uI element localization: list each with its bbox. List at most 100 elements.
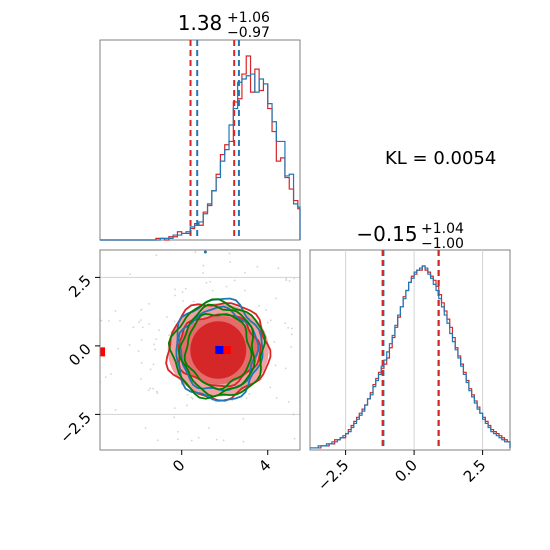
hist-y-tick-label: −2.5 — [314, 456, 352, 494]
scatter-point — [269, 319, 272, 322]
scatter-point — [305, 363, 307, 365]
hist-x-title-main: 1.38 — [178, 11, 223, 35]
scatter-point — [114, 309, 117, 312]
hist-x-red-series — [100, 55, 301, 241]
scatter-point — [293, 437, 296, 440]
scatter-point — [190, 396, 193, 399]
scatter-point — [173, 416, 176, 419]
scatter-point — [154, 348, 157, 351]
marker-red-square — [222, 346, 231, 354]
hist-y-red-series — [310, 265, 511, 449]
scatter-point — [149, 387, 152, 390]
scatter-point — [155, 254, 158, 257]
scatter-point — [243, 271, 246, 274]
scatter-point — [290, 346, 293, 348]
scatter-point — [229, 261, 232, 263]
scatter-point — [245, 397, 248, 400]
scatter-point — [117, 347, 120, 350]
scatter-point — [209, 280, 211, 283]
scatter-point — [330, 392, 332, 394]
scatter-point — [273, 340, 276, 343]
scatter-point — [144, 426, 147, 429]
scatter-point — [138, 321, 140, 324]
scatter-point — [245, 456, 247, 458]
scatter-point — [274, 364, 277, 367]
contour-line-blue — [175, 297, 264, 402]
scatter-point — [318, 299, 320, 301]
hist-y-title-sup: +1.04 — [421, 221, 464, 237]
scatter-point — [322, 344, 324, 346]
scatter-point — [285, 279, 288, 282]
scatter-point — [242, 417, 245, 420]
scatter-point — [152, 387, 154, 390]
scatter-point — [153, 343, 156, 346]
hist-x-title-sub: −0.97 — [227, 25, 270, 41]
scatter-point — [308, 423, 310, 425]
scatter-point — [242, 440, 245, 443]
scatter-point — [185, 404, 188, 407]
hist-y-title: −0.15 — [356, 222, 417, 246]
hist-x-frame — [99, 39, 301, 241]
scatter-point — [156, 392, 159, 395]
hist-y-blue-series — [310, 265, 511, 449]
scatter-point — [292, 413, 295, 416]
scatter-point — [231, 399, 234, 402]
scatter-point — [313, 313, 315, 315]
scatter-point — [174, 288, 176, 291]
scatter-point — [288, 280, 291, 282]
contour-line-green — [178, 303, 256, 398]
scatter-point — [208, 427, 210, 430]
scatter-point — [141, 326, 144, 329]
hist-x-blue-series — [100, 73, 301, 241]
scatter-point — [140, 308, 143, 311]
contour-y-tick-label: 0.0 — [65, 340, 95, 370]
hist-y-tick-label: 2.5 — [460, 456, 490, 486]
scatter-point — [147, 389, 150, 392]
scatter-point — [202, 264, 205, 267]
hist-x-title: 1.38 — [178, 11, 223, 35]
scatter-point — [165, 316, 168, 318]
scatter-point — [308, 333, 310, 335]
scatter-point — [266, 321, 269, 324]
scatter-point — [139, 319, 142, 322]
scatter-point — [177, 430, 179, 433]
scatter-point — [129, 273, 131, 276]
marker-red-edge — [100, 347, 106, 357]
contour-y-tick-label: −2.5 — [56, 408, 94, 446]
scatter-point — [97, 325, 99, 327]
scatter-point — [190, 439, 193, 442]
scatter-point — [285, 277, 287, 280]
scatter-point — [321, 287, 323, 289]
scatter-point — [191, 397, 194, 400]
contour-x-tick-label: 4 — [255, 456, 274, 475]
scatter-point — [233, 279, 236, 282]
contour-line-green — [183, 312, 253, 391]
scatter-point — [205, 281, 208, 284]
scatter-point — [226, 242, 228, 244]
hist-panel-y: −0.15 +1.04 −1.00 −2.5 0.0 2.5 — [309, 221, 511, 495]
scatter-point — [155, 390, 158, 393]
scatter-point — [287, 401, 290, 403]
scatter-point — [148, 302, 150, 305]
scatter-point — [214, 400, 217, 403]
kl-label: KL = 0.0054 — [385, 148, 496, 169]
scatter-point — [205, 237, 207, 239]
scatter-point — [104, 376, 107, 379]
scatter-point — [140, 378, 143, 380]
contour-x-tick-label: 0 — [169, 456, 188, 475]
scatter-point — [128, 344, 131, 346]
scatter-point — [152, 363, 155, 366]
contour-frame — [99, 249, 301, 451]
scatter-point — [100, 319, 103, 322]
scatter-point — [215, 438, 218, 441]
scatter-point — [228, 252, 231, 255]
scatter-point — [211, 289, 214, 292]
contour-y-tick-label: 2.5 — [65, 271, 95, 301]
scatter-point — [197, 436, 200, 439]
scatter-point — [119, 319, 121, 322]
scatter-point — [155, 338, 158, 341]
scatter-point — [277, 267, 280, 270]
scatter-point — [182, 300, 184, 302]
scatter-point — [256, 265, 259, 268]
